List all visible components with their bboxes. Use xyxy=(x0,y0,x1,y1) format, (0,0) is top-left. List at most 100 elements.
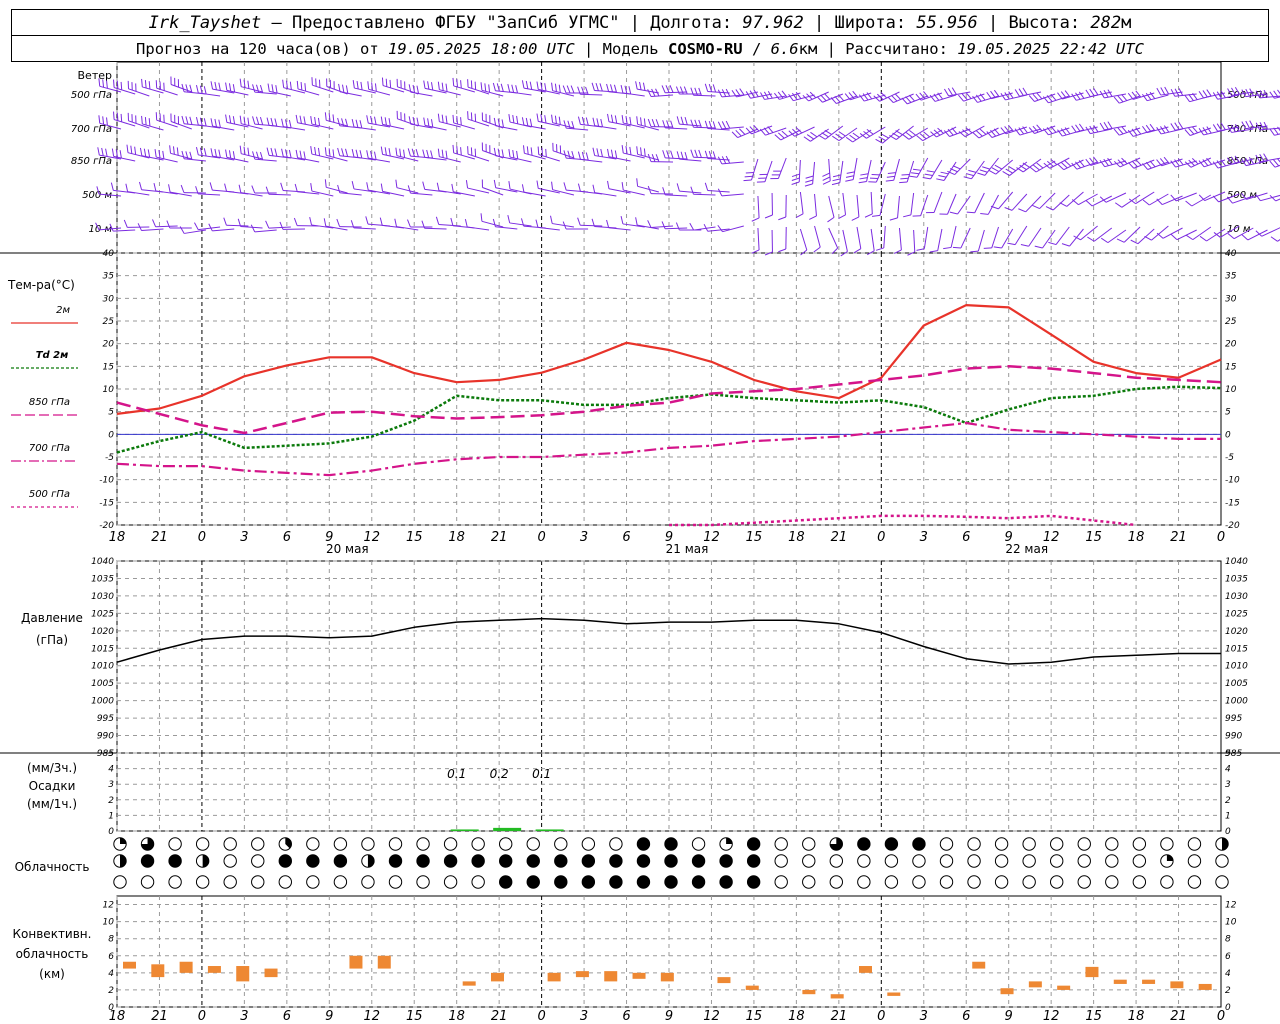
wind-barb-feather xyxy=(852,132,860,139)
wind-barb-feather xyxy=(451,183,454,192)
conv-ytick-right: 0 xyxy=(1225,1003,1231,1013)
cloud-cover-symbol xyxy=(802,875,816,889)
wind-barb xyxy=(1113,157,1141,168)
wind-barb-feather xyxy=(237,218,242,227)
wind-barb-feather xyxy=(1005,168,1013,174)
wind-barb xyxy=(465,180,490,194)
wind-barb-feather xyxy=(990,129,997,137)
wind-barb-staff xyxy=(866,126,886,139)
wind-barb xyxy=(507,215,532,227)
cloud-fill xyxy=(637,854,650,868)
wind-barb-feather xyxy=(350,220,355,229)
wind-barb xyxy=(871,193,886,217)
wind-barb-feather xyxy=(407,148,411,157)
wind-barb-feather xyxy=(792,128,799,135)
wind-barb-feather xyxy=(435,216,440,225)
wind-barb-staff xyxy=(937,228,943,251)
wind-barb-staff xyxy=(1119,95,1141,104)
conv-cloud-bar xyxy=(179,961,193,973)
wind-barb-feather xyxy=(380,116,384,125)
wind-barb-feather xyxy=(416,85,420,94)
wind-barb-feather xyxy=(189,84,193,93)
cloud-circle xyxy=(1105,854,1119,868)
wind-barb-feather xyxy=(813,246,821,253)
wind-barb-feather xyxy=(1034,245,1043,249)
wind-barb-staff xyxy=(1149,193,1169,206)
wind-barb-feather xyxy=(962,129,969,136)
lat-value: 55.956 xyxy=(916,13,978,33)
wind-barb-staff xyxy=(99,193,122,197)
wind-barb-feather xyxy=(1002,171,1010,176)
conv-xtick: 15 xyxy=(1085,1009,1102,1024)
wind-barb-feather xyxy=(708,150,713,159)
wind-barb-feather xyxy=(1231,87,1236,96)
wind-barb-feather xyxy=(507,215,511,224)
precip-ytick-right: 3 xyxy=(1225,780,1231,790)
wind-barb xyxy=(195,117,221,129)
wind-barb xyxy=(407,185,433,196)
cloud-cover-symbol xyxy=(1050,854,1064,868)
wind-barb-feather xyxy=(299,115,302,124)
conv-xtick: 0 xyxy=(198,1009,206,1024)
wind-barb-feather xyxy=(1198,91,1204,99)
wind-barb xyxy=(481,142,504,159)
wind-barb-feather xyxy=(640,117,642,126)
wind-barb-feather xyxy=(1075,161,1081,169)
wind-barb-feather xyxy=(1064,160,1072,167)
wind-barb xyxy=(1071,193,1098,206)
conv-xtick: 21 xyxy=(831,1009,848,1024)
wind-barb-feather xyxy=(430,119,434,128)
wind-barb-feather xyxy=(540,82,543,91)
wind-barb xyxy=(481,179,504,196)
wind-barb-feather xyxy=(256,116,260,125)
wind-barb-staff xyxy=(870,228,875,251)
wind-barb xyxy=(551,114,575,129)
wind-barb xyxy=(351,119,376,131)
wind-barb-feather xyxy=(512,114,515,124)
wind-barb-feather xyxy=(958,94,964,102)
cloud-cover-symbol xyxy=(361,837,375,851)
wind-barb-feather xyxy=(544,83,547,92)
wind-barb xyxy=(366,115,391,128)
wind-barb-feather xyxy=(577,86,581,95)
wind-barb xyxy=(1029,160,1056,173)
wind-barb-staff xyxy=(311,190,334,197)
temp-ytick-right: 10 xyxy=(1225,385,1237,395)
wind-barb-feather xyxy=(1170,233,1178,241)
wind-barb-feather xyxy=(1042,96,1049,104)
wind-barb-staff xyxy=(1232,195,1254,204)
wind-barb-feather xyxy=(116,112,119,121)
wind-barb-feather xyxy=(562,221,567,230)
wind-barb-staff xyxy=(198,92,221,97)
wind-barb-feather xyxy=(113,79,115,88)
cloud-circle xyxy=(223,837,237,851)
cloud-circle xyxy=(1160,837,1174,851)
wind-barb-feather xyxy=(1103,122,1109,130)
cloud-cover-symbol xyxy=(746,875,761,889)
wind-barb-feather xyxy=(139,147,143,156)
wind-barb xyxy=(452,77,475,93)
wind-barb xyxy=(1213,225,1240,238)
wind-barb-staff xyxy=(99,227,122,231)
wind-barb-feather xyxy=(753,89,759,97)
wind-barb xyxy=(239,115,263,130)
wind-barb-staff xyxy=(934,94,957,102)
wind-barb xyxy=(141,115,164,131)
wind-barb xyxy=(731,128,759,139)
wind-barb-feather xyxy=(892,132,900,138)
wind-barb xyxy=(903,192,915,218)
wind-barb xyxy=(324,179,348,194)
wind-barb-feather xyxy=(522,145,525,154)
wind-barb xyxy=(858,92,886,102)
wind-barb-feather xyxy=(901,97,908,105)
wind-barb-feather xyxy=(169,145,172,154)
wind-barb-feather xyxy=(550,215,553,224)
cloud-cover-symbol xyxy=(223,875,237,889)
wind-barb xyxy=(125,183,150,196)
wind-barb xyxy=(1170,121,1197,131)
wind-barb-feather xyxy=(181,150,185,159)
wind-barb-feather xyxy=(125,183,129,192)
wind-barb-feather xyxy=(203,86,207,95)
cloud-circle xyxy=(912,875,926,889)
wind-barb-feather xyxy=(1075,124,1081,132)
